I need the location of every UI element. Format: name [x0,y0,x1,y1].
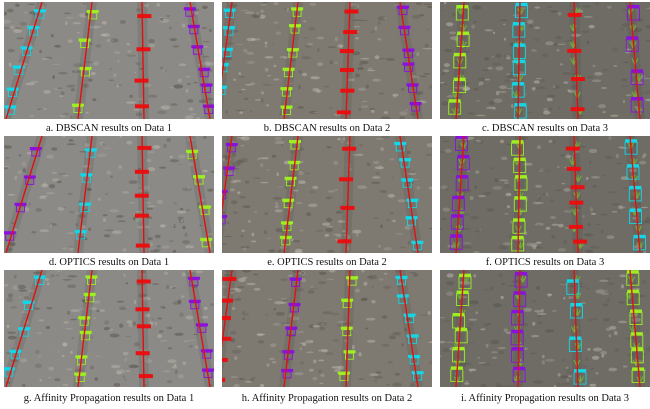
fitted-row-line [189,136,211,253]
panel-e [222,136,432,253]
fitted-row-line [629,270,641,387]
fitted-row-line [629,2,641,119]
fitted-row-line [77,270,93,387]
fitted-row-line [517,136,521,253]
fitted-row-line [629,136,641,253]
caption-d: d. OPTICS results on Data 1 [48,257,170,268]
soil-background [4,136,214,253]
caption-a: a. DBSCAN results on Data 1 [46,123,172,134]
fitted-row-line [283,270,299,387]
caption-b: b. DBSCAN results on Data 2 [263,123,391,134]
fitted-row-line [222,2,233,81]
cluster-markers [337,276,359,382]
cluster-markers [134,145,152,248]
panel-b [222,2,432,119]
fitted-row-line [399,270,419,387]
fitted-row-line [141,270,145,387]
fitted-row-line [399,136,419,253]
panel-c-image [440,2,650,119]
panel-d [4,136,214,253]
panel-i [440,270,650,387]
fitted-row-line [77,2,93,119]
fitted-row-line [222,270,233,349]
fitted-row-line [283,2,299,119]
fitted-row-line [345,270,351,387]
panel-a-image [4,2,214,119]
caption-c: c. DBSCAN results on Data 3 [482,123,608,134]
fitted-row-line [189,270,211,387]
panel-a [4,2,214,119]
soil-background [440,136,650,253]
panel-h [222,270,432,387]
fitted-row-line [573,2,579,119]
seedlings [453,275,644,383]
fitted-row-line [5,136,43,253]
fitted-row-line [573,136,579,253]
fitted-row-line [345,136,351,253]
cluster-markers [566,279,587,385]
panel-g-image [4,270,214,387]
cluster-markers [449,136,470,250]
fitted-row-line [189,2,211,119]
fitted-row-line [77,136,93,253]
panel-c [440,2,650,119]
fitted-row-line [455,136,465,253]
fitted-row-line [399,2,419,119]
caption-g: g. Affinity Propagation results on Data … [23,393,195,404]
panel-i-image [440,270,650,387]
panel-d-image [4,136,214,253]
panel-h-image [222,270,432,387]
fitted-row-line [5,2,43,119]
panel-b-image [222,2,432,119]
fitted-row-line [141,136,145,253]
caption-i: i. Affinity Propagation results on Data … [460,393,630,404]
caption-e: e. OPTICS results on Data 2 [267,257,387,268]
soil-background [440,2,650,119]
panel-e-image [222,136,432,253]
fitted-row-line [517,2,521,119]
fitted-row-line [5,270,43,387]
soil-background [4,2,214,119]
fitted-row-line [345,2,351,119]
fitted-row-line [455,270,465,387]
panel-g [4,270,214,387]
cluster-markers [72,10,99,114]
fitted-row-line [573,270,579,387]
caption-h: h. Affinity Propagation results on Data … [241,393,413,404]
caption-f: f. OPTICS results on Data 3 [485,257,605,268]
fitted-row-line [222,136,233,215]
soil-background [222,136,432,253]
panel-f-image [440,136,650,253]
fitted-row-line [283,136,299,253]
fitted-row-line [455,2,465,119]
fitted-row-line [141,2,145,119]
fitted-row-line [517,270,521,387]
panel-f [440,136,650,253]
